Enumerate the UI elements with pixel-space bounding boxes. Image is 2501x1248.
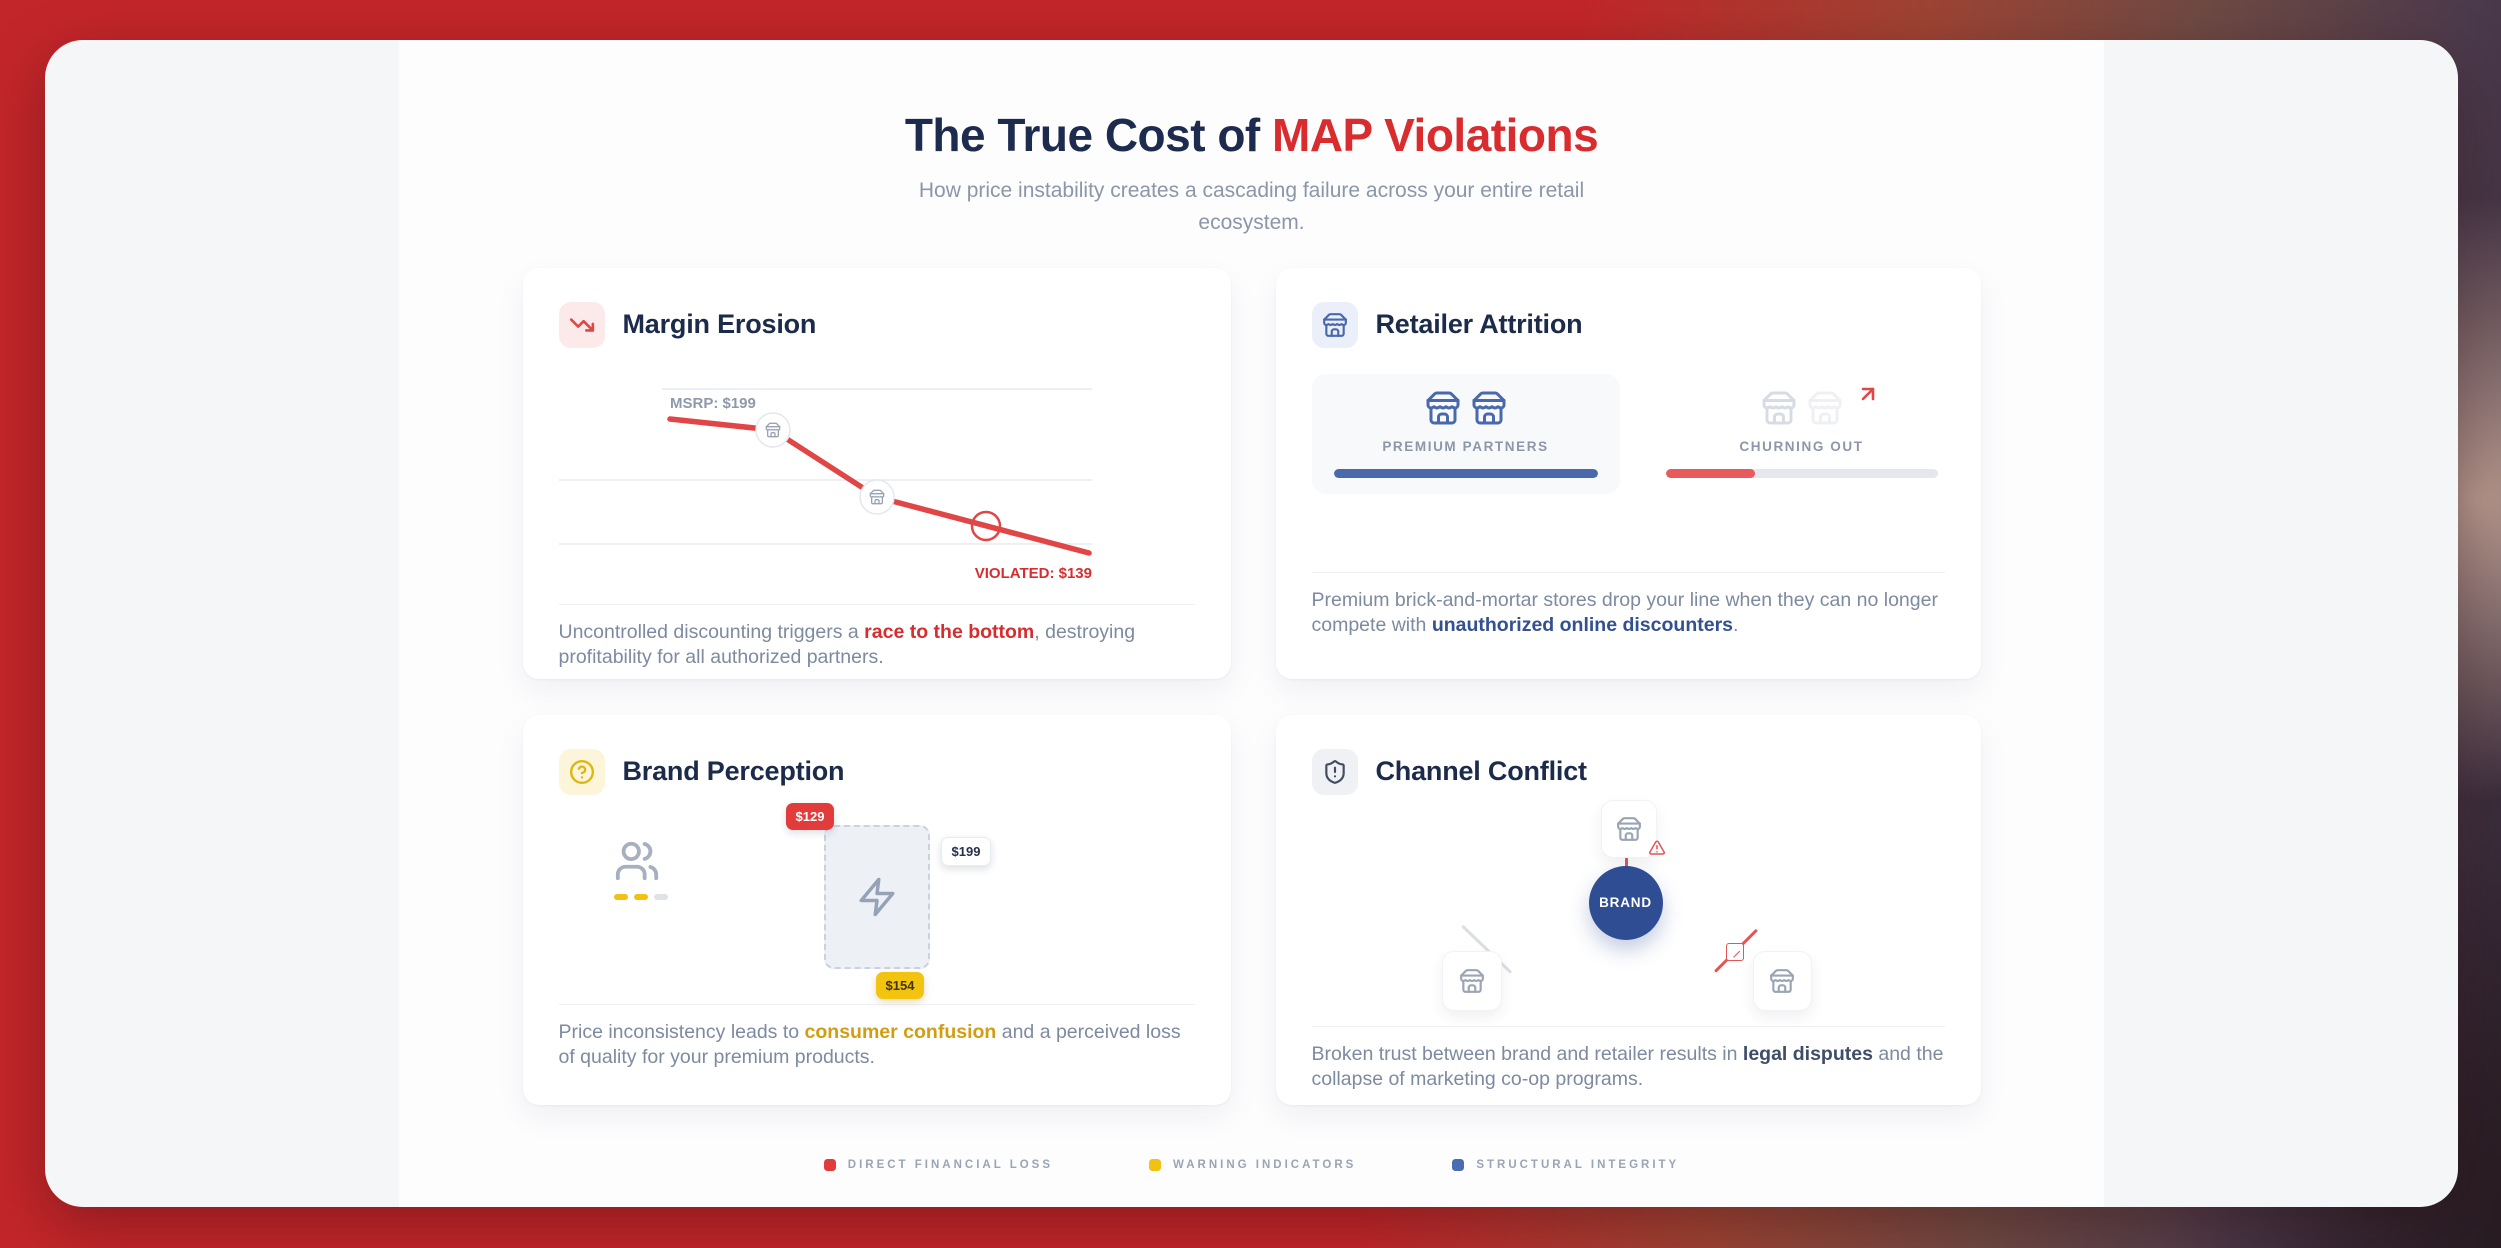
page-header: The True Cost of MAP Violations How pric… <box>399 110 2104 240</box>
users-icon <box>614 838 660 889</box>
channel-conflict-card: Channel Conflict BRAND <box>1275 714 1981 1105</box>
highlight-race-to-the-bottom: race to the bottom <box>864 620 1035 643</box>
margin-erosion-description: Uncontrolled discounting triggers a race… <box>558 603 1195 684</box>
premium-partners-panel: PREMIUM PARTNERS <box>1311 373 1620 494</box>
legend-item-structural-integrity: STRUCTURAL INTEGRITY <box>1452 1158 1679 1171</box>
shield-alert-icon <box>1311 748 1358 795</box>
violation-marker <box>970 510 1001 541</box>
price-tag-199: $199 <box>940 836 992 866</box>
msrp-label: MSRP: $199 <box>670 395 756 412</box>
store-icon <box>1752 950 1812 1011</box>
page-title-highlight: MAP Violations <box>1272 109 1599 161</box>
page-subtitle: How price instability creates a cascadin… <box>918 178 1585 235</box>
question-circle-icon <box>558 748 605 795</box>
highlight-consumer-confusion: consumer confusion <box>804 1021 997 1043</box>
channel-conflict-description: Broken trust between brand and retailer … <box>1311 1026 1945 1105</box>
content-column: The True Cost of MAP Violations How pric… <box>399 40 2104 1207</box>
brand-perception-header: Brand Perception <box>558 748 1195 795</box>
warning-triangle-icon <box>1648 839 1666 862</box>
retailer-groups: PREMIUM PARTNERS CHURNING OUT <box>1311 373 1945 494</box>
red-dot-icon <box>823 1158 836 1171</box>
product-box <box>823 824 930 969</box>
retailer-attrition-card: Retailer Attrition PREMIUM PARTNERS <box>1275 267 1981 679</box>
churning-out-group: CHURNING OUT <box>1665 374 1938 494</box>
brand-perception-graphic: $129 $199 $154 <box>559 802 1195 1004</box>
divider <box>558 1004 1195 1005</box>
store-icon <box>754 411 791 448</box>
highlight-legal-disputes: legal disputes <box>1742 1043 1873 1065</box>
price-tag-129: $129 <box>785 802 835 830</box>
page-title: The True Cost of MAP Violations <box>399 110 2104 161</box>
highlight-unauthorized-discounters: unauthorized online discounters <box>1431 614 1733 637</box>
channel-conflict-header: Channel Conflict <box>1311 748 1945 795</box>
card-title: Margin Erosion <box>622 309 817 340</box>
margin-erosion-header: Margin Erosion <box>558 301 1195 348</box>
brand-perception-description: Price inconsistency leads to consumer co… <box>558 1004 1195 1105</box>
store-icon <box>858 478 895 515</box>
broken-deal-icon <box>1725 942 1744 961</box>
store-icon <box>1441 950 1502 1011</box>
premium-partners-label: PREMIUM PARTNERS <box>1382 438 1549 454</box>
premium-partners-bar <box>1333 468 1598 478</box>
violated-label: VIOLATED: $139 <box>974 565 1091 582</box>
card-title: Retailer Attrition <box>1375 309 1583 340</box>
margin-erosion-card: Margin Erosion MSRP: $199 <box>522 267 1231 679</box>
card-title: Brand Perception <box>622 756 845 787</box>
blue-dot-icon <box>1452 1158 1465 1171</box>
divider <box>1311 572 1945 573</box>
store-icon <box>1761 390 1797 426</box>
store-icon <box>1807 390 1843 426</box>
store-icon <box>1311 301 1358 348</box>
card-title: Channel Conflict <box>1375 756 1588 787</box>
divider <box>1311 1026 1945 1027</box>
legend-item-financial-loss: DIRECT FINANCIAL LOSS <box>823 1158 1053 1171</box>
churning-out-label: CHURNING OUT <box>1739 438 1864 454</box>
retailer-attrition-description: Premium brick-and-mortar stores drop you… <box>1311 572 1945 679</box>
store-icon <box>1425 390 1461 426</box>
arrow-up-right-icon <box>1856 382 1880 411</box>
churning-out-bar <box>1665 468 1938 478</box>
yellow-dot-icon <box>1149 1158 1162 1171</box>
confusion-dashes <box>613 893 668 900</box>
legend-item-warning-indicators: WARNING INDICATORS <box>1149 1158 1356 1171</box>
store-icon <box>1471 390 1507 426</box>
legend: DIRECT FINANCIAL LOSS WARNING INDICATORS… <box>399 1158 2104 1171</box>
cards-grid: Margin Erosion MSRP: $199 <box>522 267 1981 1105</box>
price-tag-154: $154 <box>875 971 925 999</box>
store-icon <box>1600 799 1657 858</box>
page-title-prefix: The True Cost of <box>904 109 1273 161</box>
brand-hub: BRAND <box>1588 865 1663 940</box>
channel-conflict-graphic: BRAND <box>1312 795 1945 1011</box>
divider <box>558 603 1195 605</box>
margin-erosion-chart: MSRP: $199 VIOLATED: $139 <box>558 364 1195 604</box>
brand-perception-card: Brand Perception $129 $199 $154 <box>522 714 1231 1105</box>
content-shell: The True Cost of MAP Violations How pric… <box>45 40 2458 1207</box>
retailer-attrition-header: Retailer Attrition <box>1311 301 1945 348</box>
trending-down-icon <box>558 301 605 348</box>
lightning-icon <box>856 876 898 918</box>
